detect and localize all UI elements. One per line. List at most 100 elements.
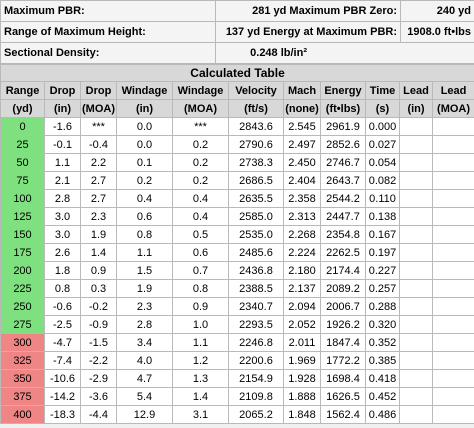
data-cell: 0.0 [116,117,173,136]
data-cell: 0.9 [80,261,117,280]
data-cell: 2293.5 [228,315,284,334]
data-cell: 1.8 [44,261,81,280]
data-cell: 2.8 [44,189,81,208]
data-cell: 0.227 [365,261,400,280]
data-cell: 2.404 [283,171,321,190]
data-cell: 2154.9 [228,369,284,388]
data-cell: -0.6 [44,297,81,316]
data-cell: -2.5 [44,315,81,334]
data-cell: 2.3 [116,297,173,316]
data-cell: 1.1 [116,243,173,262]
range-cell: 25 [0,135,45,154]
empty-cell [431,297,474,316]
column-header: Lead [399,81,433,100]
data-cell: 1562.4 [320,405,366,424]
data-cell: 2109.8 [228,387,284,406]
data-row: 250 -0.6 -0.2 2.3 0.9 2340.7 2.094 2006.7 0.288 [0,297,474,316]
data-cell: -2.2 [80,351,117,370]
summary: Maximum PBR: 281 yd Maximum PBR Zero: 24… [0,0,474,64]
empty-cell [399,405,433,424]
summary-row: Range of Maximum Height: 137 yd Energy a… [0,21,474,43]
data-cell: 1847.4 [320,333,366,352]
data-cell: 0.027 [365,135,400,154]
summary-row: Maximum PBR: 281 yd Maximum PBR Zero: 24… [0,0,474,22]
data-row: 200 1.8 0.9 1.5 0.7 2436.8 2.180 2174.4 0.227 [0,261,474,280]
empty-cell [431,225,474,244]
data-cell: 0.197 [365,243,400,262]
value-cell: 0.248 lb/in² [215,42,474,64]
data-cell: 1.2 [172,351,229,370]
range-cell: 325 [0,351,45,370]
table-title: Calculated Table [0,64,474,82]
data-cell: 2.268 [283,225,321,244]
data-cell: 1.4 [80,243,117,262]
empty-cell [431,405,474,424]
column-header: (s) [365,99,400,118]
data-cell: 2.1 [44,171,81,190]
empty-cell [399,117,433,136]
data-cell: 1926.2 [320,315,366,334]
data-row: 150 3.0 1.9 0.8 0.5 2535.0 2.268 2354.8 0.167 [0,225,474,244]
empty-cell [399,279,433,298]
data-cell: 0.7 [172,261,229,280]
data-cell: 12.9 [116,405,173,424]
data-cell: 3.0 [44,207,81,226]
data-cell: 2.497 [283,135,321,154]
data-cell: 2.2 [80,153,117,172]
data-cell: 2.3 [80,207,117,226]
data-cell: 1772.2 [320,351,366,370]
column-header: Drop [80,81,117,100]
column-header: Windage [172,81,229,100]
value-cell: 137 yd Energy at Maximum PBR: [215,21,401,43]
empty-cell [399,243,433,262]
range-cell: 400 [0,405,45,424]
data-cell: 1.0 [172,315,229,334]
data-cell: 2354.8 [320,225,366,244]
empty-cell [431,171,474,190]
data-row: 350 -10.6 -2.9 4.7 1.3 2154.9 1.928 1698.4 0.418 [0,369,474,388]
data-cell: 0.2 [172,153,229,172]
data-cell: 2961.9 [320,117,366,136]
column-header: (in) [116,99,173,118]
data-cell: 2535.0 [228,225,284,244]
table-title-row: Calculated Table [0,64,474,82]
data-cell: 5.4 [116,387,173,406]
data-row: 225 0.8 0.3 1.9 0.8 2388.5 2.137 2089.2 0.257 [0,279,474,298]
range-cell: 200 [0,261,45,280]
column-header: Time [365,81,400,100]
range-cell: 250 [0,297,45,316]
range-cell: 175 [0,243,45,262]
data-cell: 4.0 [116,351,173,370]
data-cell: 0.2 [172,135,229,154]
label: Range of Maximum Height: [0,21,216,43]
data-cell: 2388.5 [228,279,284,298]
data-cell: 2447.7 [320,207,366,226]
empty-cell [431,261,474,280]
data-cell: 0.5 [172,225,229,244]
data-cell: 2.224 [283,243,321,262]
data-cell: 2.094 [283,297,321,316]
data-cell: 2686.5 [228,171,284,190]
data-row: 100 2.8 2.7 0.4 0.4 2635.5 2.358 2544.2 0.110 [0,189,474,208]
data-cell: 2.358 [283,189,321,208]
empty-cell [399,261,433,280]
data-row: 375 -14.2 -3.6 5.4 1.4 2109.8 1.888 1626.5 0.452 [0,387,474,406]
data-cell: 0.1 [116,153,173,172]
data-row: 300 -4.7 -1.5 3.4 1.1 2246.8 2.011 1847.4 0.352 [0,333,474,352]
data-cell: -18.3 [44,405,81,424]
data-cell: 1.969 [283,351,321,370]
empty-cell [431,243,474,262]
data-cell: 0.452 [365,387,400,406]
value-cell: 281 yd Maximum PBR Zero: [215,0,401,22]
data-cell: 2.545 [283,117,321,136]
column-header: (MOA) [431,99,474,118]
data-cell: 0.0 [116,135,173,154]
column-header: Drop [44,81,81,100]
data-cell: 4.7 [116,369,173,388]
range-cell: 75 [0,171,45,190]
value: 1908.0 ft•lbs [400,21,474,43]
empty-cell [399,153,433,172]
value: 281 yd [252,5,287,17]
summary-row: Sectional Density: 0.248 lb/in² [0,42,474,64]
data-cell: 2.313 [283,207,321,226]
